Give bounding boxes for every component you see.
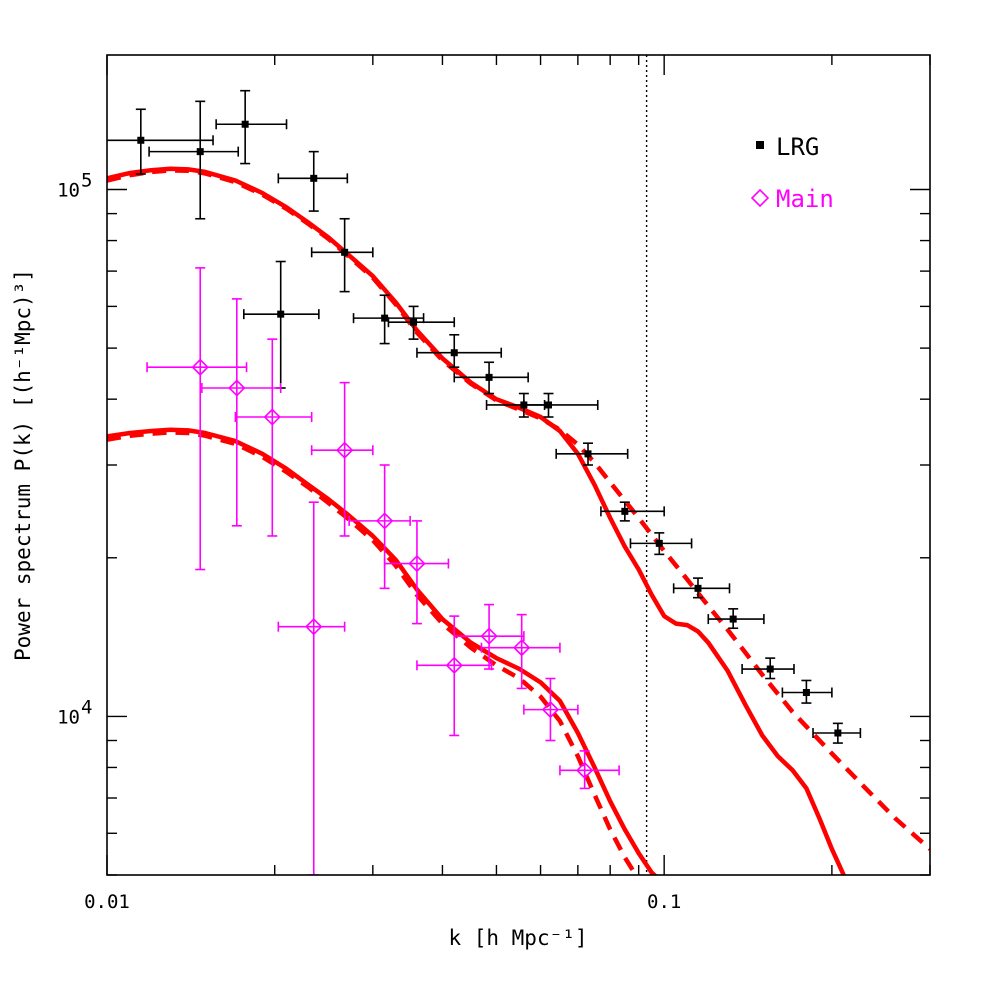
data-point-main — [263, 408, 281, 426]
data-point-main — [513, 639, 531, 657]
error-bar-main — [234, 338, 313, 537]
x-tick-label: 0.1 — [647, 891, 681, 913]
model-curve-lrg-dashed — [107, 168, 930, 851]
data-point-lrg — [584, 450, 592, 458]
x-axis-label: k [h Mpc⁻¹] — [448, 926, 587, 950]
data-point-main — [305, 618, 323, 636]
data-point-lrg — [834, 729, 842, 737]
svg-text:10: 10 — [57, 706, 80, 728]
data-point-lrg — [341, 248, 349, 256]
data-point-lrg — [766, 665, 774, 673]
error-bar-lrg — [215, 89, 288, 165]
error-bar-main — [383, 520, 450, 625]
data-point-lrg — [729, 615, 737, 623]
model-curve-main-solid — [107, 427, 658, 875]
data-point-lrg — [410, 318, 418, 326]
y-tick-label: 10 4 — [57, 696, 92, 728]
data-point-main — [376, 512, 394, 530]
data-point-main — [576, 761, 594, 779]
y-axis-label: Power spectrum P(k) [(h⁻¹Mpc)³] — [11, 269, 35, 661]
data-point-main — [445, 656, 463, 674]
error-bars-layer — [107, 89, 862, 875]
data-point-lrg — [277, 310, 285, 318]
model-curve-main-dashed — [107, 430, 639, 875]
model-curve-lrg-solid — [107, 166, 846, 875]
data-point-lrg — [450, 349, 458, 357]
legend: LRG Main — [750, 133, 834, 213]
error-bar-main — [480, 613, 561, 690]
error-bar-main — [310, 381, 374, 537]
data-point-lrg — [241, 120, 249, 128]
data-point-lrg — [655, 539, 663, 547]
error-bar-main — [277, 501, 346, 875]
data-point-lrg — [381, 314, 389, 322]
legend-label-lrg: LRG — [776, 133, 819, 161]
data-point-main — [541, 700, 560, 719]
error-bar-lrg — [148, 100, 240, 220]
legend-marker-lrg — [756, 141, 764, 149]
legend-label-main: Main — [776, 185, 834, 213]
legend-marker-main — [750, 188, 770, 208]
error-bar-lrg — [416, 333, 503, 368]
error-bar-main — [201, 298, 282, 527]
error-bar-main — [559, 750, 620, 790]
data-point-main — [336, 441, 354, 459]
x-tick-label: 0.01 — [84, 891, 130, 913]
data-point-main — [228, 379, 246, 397]
data-point-lrg — [621, 507, 629, 515]
error-bar-main — [523, 677, 579, 742]
error-bar-main — [453, 603, 525, 670]
error-bar-main — [146, 267, 248, 571]
error-bar-lrg — [600, 501, 665, 522]
data-point-lrg — [520, 401, 528, 409]
data-point-lrg — [485, 373, 493, 381]
data-point-lrg — [544, 401, 552, 409]
data-point-main — [191, 358, 209, 376]
model-curves-layer — [107, 166, 930, 875]
svg-text:5: 5 — [81, 170, 92, 192]
data-point-main — [480, 627, 498, 645]
data-point-lrg — [137, 136, 145, 144]
data-point-lrg — [802, 689, 810, 697]
data-point-lrg — [196, 148, 204, 156]
plot-frame — [106, 54, 931, 876]
data-point-main — [408, 554, 426, 573]
markers-layer — [137, 120, 842, 779]
svg-text:10: 10 — [57, 180, 80, 202]
svg-text:4: 4 — [81, 696, 92, 718]
data-point-lrg — [310, 174, 318, 182]
data-point-lrg — [694, 584, 702, 592]
error-bar-lrg — [242, 260, 320, 389]
y-tick-label: 10 5 — [57, 170, 92, 202]
ticks-layer — [106, 55, 931, 876]
error-bar-lrg — [555, 442, 629, 466]
